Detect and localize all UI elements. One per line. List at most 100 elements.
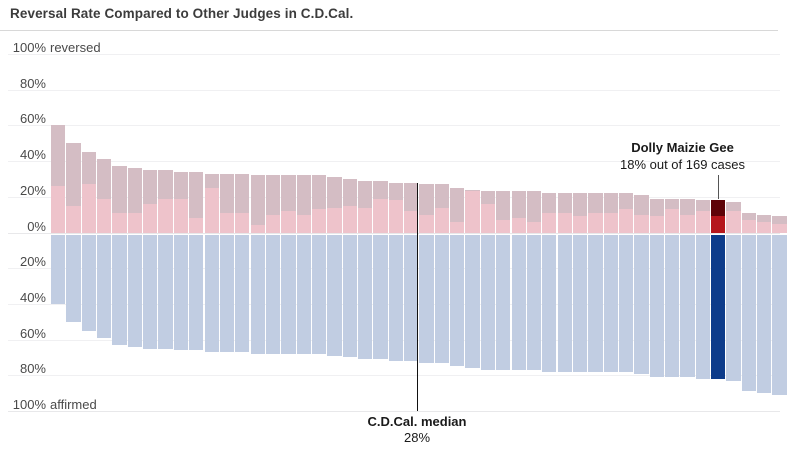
- bar-judge-17[interactable]: [296, 0, 311, 456]
- highlight-pointer-line: [718, 175, 720, 200]
- bar-judge-40[interactable]: [649, 0, 664, 456]
- bar-judge-3[interactable]: [81, 0, 96, 456]
- reversed-inner-segment: [741, 220, 757, 233]
- bar-judge-31[interactable]: [511, 0, 526, 456]
- bar-judge-7[interactable]: [143, 0, 158, 456]
- affirmed-segment: [127, 234, 143, 347]
- bar-judge-43[interactable]: [695, 0, 710, 456]
- affirmed-segment: [450, 234, 465, 367]
- tick-number: 80%: [19, 361, 46, 377]
- bar-judge-32[interactable]: [526, 0, 542, 456]
- reversed-inner-segment: [450, 221, 465, 233]
- y-tick-affirmed-20: 20%: [0, 254, 46, 269]
- tick-number: 80%: [19, 75, 46, 91]
- tick-number: 20%: [19, 182, 46, 198]
- tick-number: 20%: [19, 254, 46, 270]
- bar-judge-highlighted[interactable]: [711, 0, 726, 456]
- affirmed-segment: [158, 234, 173, 349]
- affirmed-segment: [496, 234, 511, 370]
- bar-judge-9[interactable]: [173, 0, 189, 456]
- reversed-inner-segment: [388, 200, 403, 233]
- bar-judge-42[interactable]: [680, 0, 695, 456]
- affirmed-segment: [542, 234, 557, 372]
- tick-suffix: reversed: [50, 40, 101, 55]
- bar-judge-39[interactable]: [634, 0, 649, 456]
- bar-judge-15[interactable]: [265, 0, 281, 456]
- bar-judge-10[interactable]: [189, 0, 204, 456]
- tick-suffix: affirmed: [50, 397, 97, 412]
- reversed-inner-segment: [695, 211, 710, 233]
- gridline-reversed-100: [8, 54, 780, 55]
- bar-judge-18[interactable]: [311, 0, 327, 456]
- bar-judge-37[interactable]: [603, 0, 618, 456]
- reversed-inner-segment: [588, 212, 603, 233]
- bar-judge-4[interactable]: [97, 0, 112, 456]
- reversed-inner-segment: [204, 187, 219, 233]
- bar-judge-30[interactable]: [496, 0, 511, 456]
- bar-judge-35[interactable]: [572, 0, 588, 456]
- reversed-inner-segment: [296, 214, 311, 233]
- reversed-inner-segment: [265, 214, 281, 233]
- bar-judge-36[interactable]: [588, 0, 603, 456]
- affirmed-segment: [634, 234, 649, 374]
- bar-judge-29[interactable]: [480, 0, 496, 456]
- affirmed-segment: [465, 234, 480, 369]
- reversed-inner-segment: [281, 211, 296, 233]
- bar-judge-6[interactable]: [127, 0, 143, 456]
- affirmed-segment: [235, 234, 250, 353]
- highlight-judge-name: Dolly Maizie Gee: [631, 140, 734, 155]
- bar-judge-5[interactable]: [112, 0, 127, 456]
- affirmed-segment: [404, 234, 419, 362]
- affirmed-segment: [189, 234, 204, 351]
- bar-judge-20[interactable]: [342, 0, 357, 456]
- bar-judge-45[interactable]: [726, 0, 741, 456]
- bar-judge-11[interactable]: [204, 0, 219, 456]
- bar-judge-8[interactable]: [158, 0, 173, 456]
- bar-judge-47[interactable]: [757, 0, 772, 456]
- affirmed-segment: [649, 234, 664, 378]
- bar-judge-48[interactable]: [772, 0, 787, 456]
- reversed-inner-segment: [772, 223, 787, 233]
- bar-judge-14[interactable]: [250, 0, 265, 456]
- bar-judge-24[interactable]: [404, 0, 419, 456]
- bar-judge-34[interactable]: [557, 0, 572, 456]
- bar-judge-19[interactable]: [327, 0, 342, 456]
- y-tick-affirmed-80: 80%: [0, 361, 46, 376]
- affirmed-segment: [434, 234, 450, 363]
- bar-judge-38[interactable]: [618, 0, 634, 456]
- gridline-affirmed-100: [8, 411, 780, 412]
- bar-judge-33[interactable]: [542, 0, 557, 456]
- bar-judge-26[interactable]: [434, 0, 450, 456]
- gridline-reversed-40: [8, 161, 780, 163]
- bar-judge-16[interactable]: [281, 0, 296, 456]
- affirmed-segment: [250, 234, 265, 354]
- reversed-inner-segment: [634, 214, 649, 233]
- affirmed-segment: [296, 234, 311, 354]
- chart-title: Reversal Rate Compared to Other Judges i…: [10, 6, 354, 21]
- bar-judge-27[interactable]: [450, 0, 465, 456]
- bar-judge-12[interactable]: [219, 0, 235, 456]
- bar-judge-2[interactable]: [66, 0, 81, 456]
- bar-judge-28[interactable]: [465, 0, 480, 456]
- affirmed-segment: [66, 234, 81, 322]
- reversed-inner-segment: [112, 212, 127, 233]
- bar-judge-1[interactable]: [51, 0, 66, 456]
- reversed-inner-segment: [665, 209, 680, 233]
- reversed-inner-segment: [603, 212, 618, 233]
- bar-judge-21[interactable]: [358, 0, 373, 456]
- bar-judge-23[interactable]: [388, 0, 403, 456]
- reversed-inner-segment: [419, 214, 434, 233]
- affirmed-segment: [526, 234, 542, 370]
- affirmed-segment: [327, 234, 342, 356]
- bar-judge-13[interactable]: [235, 0, 250, 456]
- bar-judge-41[interactable]: [665, 0, 680, 456]
- affirmed-segment: [680, 234, 695, 378]
- reversed-segment: [189, 171, 204, 233]
- bar-judge-46[interactable]: [741, 0, 757, 456]
- bar-judge-22[interactable]: [373, 0, 388, 456]
- affirmed-segment: [388, 234, 403, 362]
- bar-judge-25[interactable]: [419, 0, 434, 456]
- reversed-inner-segment: [127, 212, 143, 233]
- reversed-inner-segment: [726, 211, 741, 233]
- affirmed-segment: [265, 234, 281, 354]
